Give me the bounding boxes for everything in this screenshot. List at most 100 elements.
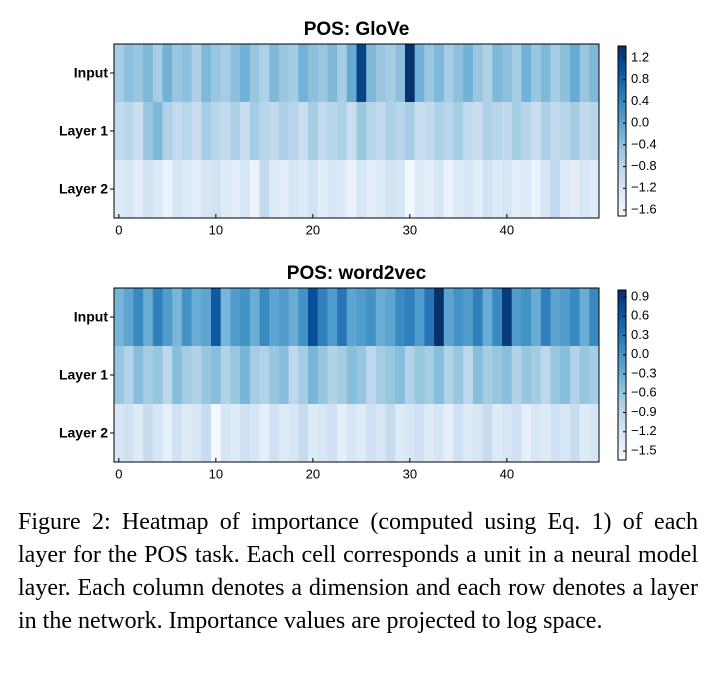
heatmap-cell: [298, 160, 309, 218]
heatmap-cell: [502, 404, 513, 462]
colorbar-cell: [618, 105, 626, 109]
heatmap-cell: [472, 44, 483, 102]
heatmap-cell: [278, 404, 289, 462]
heatmap-cell: [385, 160, 396, 218]
colorbar-cell: [618, 443, 626, 447]
heatmap-cell: [346, 44, 357, 102]
heatmap-cell: [114, 346, 125, 404]
heatmap-cell: [482, 404, 493, 462]
colorbar-tick-label: 1.2: [631, 49, 649, 64]
x-tick-label: 0: [115, 222, 122, 237]
heatmap-cell: [278, 288, 289, 346]
heatmap-cell: [405, 404, 416, 462]
heatmap-cell: [521, 160, 532, 218]
colorbar-cell: [618, 307, 626, 311]
colorbar-tick-label: 0.9: [631, 288, 649, 303]
colorbar-cell: [618, 142, 626, 146]
heatmap-cell: [482, 160, 493, 218]
colorbar-cell: [618, 355, 626, 359]
heatmap-cell: [356, 102, 367, 160]
heatmap-cell: [550, 346, 561, 404]
colorbar-cell: [618, 411, 626, 415]
colorbar-cell: [618, 176, 626, 180]
colorbar-tick-label: 0.6: [631, 308, 649, 323]
colorbar-cell: [618, 318, 626, 322]
heatmap-cell: [259, 102, 270, 160]
colorbar-cell: [618, 363, 626, 367]
heatmap-cell: [540, 346, 551, 404]
heatmap-cell: [337, 102, 348, 160]
heatmap-cell: [191, 102, 202, 160]
colorbar-cell: [618, 54, 626, 58]
colorbar-cell: [618, 68, 626, 72]
heatmap-cell: [308, 404, 319, 462]
heatmap-cell: [531, 404, 542, 462]
heatmap-cell: [482, 44, 493, 102]
heatmap-cell: [472, 404, 483, 462]
colorbar-cell: [618, 315, 626, 319]
heatmap-cell: [249, 346, 260, 404]
heatmap-cell: [424, 404, 435, 462]
x-tick-label: 20: [306, 466, 320, 481]
heatmap-cell: [269, 160, 280, 218]
heatmap-cell: [288, 102, 299, 160]
colorbar-cell: [618, 128, 626, 132]
colorbar-cell: [618, 304, 626, 308]
heatmap-cell: [152, 160, 163, 218]
heatmap-cell: [259, 346, 270, 404]
heatmap-cell: [152, 404, 163, 462]
colorbar-tick-label: −0.3: [631, 365, 657, 380]
x-tick-label: 10: [209, 466, 223, 481]
heatmap-cell: [531, 44, 542, 102]
heatmap-cell: [414, 102, 425, 160]
heatmap-cell: [278, 160, 289, 218]
heatmap-cell: [540, 102, 551, 160]
colorbar-cell: [618, 406, 626, 410]
heatmap-cell: [589, 102, 600, 160]
colorbar-cell: [618, 377, 626, 381]
heatmap-cell: [356, 288, 367, 346]
heatmap-cell: [327, 404, 338, 462]
heatmap-cell: [443, 404, 454, 462]
heatmap-cell: [375, 160, 386, 218]
heatmap-cell: [463, 288, 474, 346]
heatmap-cell: [424, 102, 435, 160]
colorbar-tick-label: −1.5: [631, 442, 657, 457]
heatmap-cell: [133, 44, 144, 102]
heatmap-cell: [249, 102, 260, 160]
heatmap-cell: [589, 160, 600, 218]
heatmap-cell: [395, 160, 406, 218]
colorbar-cell: [618, 312, 626, 316]
heatmap-cell: [269, 44, 280, 102]
heatmap-cell: [143, 288, 154, 346]
heatmap-cell: [385, 346, 396, 404]
heatmap-cell: [482, 346, 493, 404]
heatmap-cell: [492, 160, 503, 218]
row-label: Input: [74, 65, 109, 81]
heatmap-cell: [560, 404, 571, 462]
colorbar-cell: [618, 207, 626, 211]
heatmap-cell: [269, 404, 280, 462]
heatmap-cell: [308, 44, 319, 102]
heatmap-cell: [492, 44, 503, 102]
heatmap-cell: [278, 346, 289, 404]
heatmap-cell: [288, 346, 299, 404]
heatmap-cell: [162, 346, 173, 404]
heatmap-cell: [434, 160, 445, 218]
colorbar-cell: [618, 63, 626, 67]
colorbar-cell: [618, 80, 626, 84]
heatmap-cell: [133, 404, 144, 462]
heatmap-cell: [143, 44, 154, 102]
heatmap-cell: [472, 102, 483, 160]
heatmap-cell: [172, 346, 183, 404]
colorbar-cell: [618, 352, 626, 356]
heatmap-cell: [133, 160, 144, 218]
colorbar-cell: [618, 88, 626, 92]
colorbar-cell: [618, 213, 626, 217]
heatmap-cell: [181, 102, 192, 160]
heatmap-cell: [288, 44, 299, 102]
heatmap-cell: [453, 288, 464, 346]
heatmap-cell: [143, 102, 154, 160]
heatmap-cell: [114, 44, 125, 102]
heatmap-cell: [152, 102, 163, 160]
